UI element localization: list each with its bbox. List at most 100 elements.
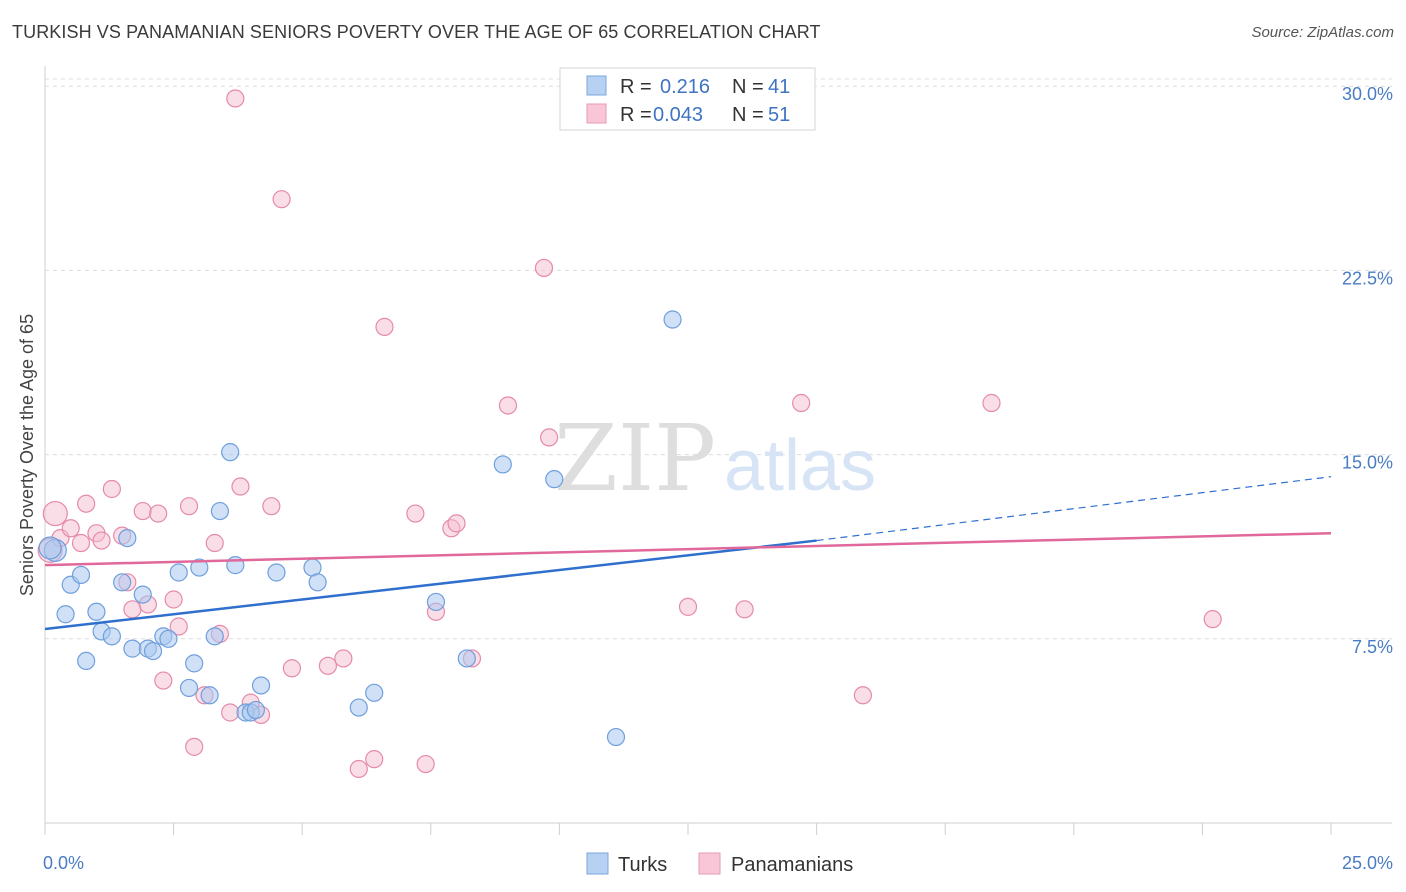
panamanians-point: [792, 393, 811, 413]
turks-point: [210, 501, 229, 521]
panamanians-point: [406, 504, 425, 523]
watermark-atlas: atlas: [724, 426, 876, 506]
panamanians-point: [334, 649, 353, 668]
panamanians-point: [982, 393, 1001, 413]
correlation-legend: R = 0.216 N = 41 R = 0.043 N = 51: [559, 67, 816, 131]
legend-r-value-pan: 0.043: [653, 104, 703, 126]
turks-point: [179, 678, 199, 698]
panamanians-point: [282, 659, 302, 678]
y-axis-label: Seniors Poverty Over the Age of 65: [17, 314, 37, 596]
turks-point: [457, 649, 476, 668]
legend-n-value-pan: 51: [768, 104, 790, 126]
panamanians-point: [349, 759, 368, 779]
panamanians-point: [221, 703, 240, 722]
panamanians-point: [416, 754, 435, 774]
grid-lines: [45, 78, 1392, 640]
panamanians-point: [169, 617, 188, 636]
turks-point: [221, 443, 240, 462]
panamanians-point: [262, 497, 281, 516]
turks-point: [365, 683, 384, 702]
turks-point: [185, 654, 204, 673]
panamanians-point: [61, 519, 80, 538]
y-tick-label: 22.5%: [1342, 268, 1393, 288]
turks-point: [663, 310, 682, 329]
panamanians-point: [149, 504, 168, 523]
bottom-legend-pan-label: Panamanians: [731, 854, 853, 876]
legend-r-label-turks: R =: [620, 76, 652, 98]
turks-point: [426, 592, 446, 612]
turks-point: [159, 629, 178, 648]
turks-point: [251, 676, 271, 695]
panamanians-point: [375, 317, 394, 336]
turks-point: [102, 627, 121, 646]
watermark: ZIP atlas: [554, 405, 876, 512]
source-label: Source: ZipAtlas.com: [1251, 24, 1394, 41]
legend-n-value-turks: 41: [768, 76, 790, 98]
turks-point: [246, 700, 266, 720]
turks-point: [123, 639, 142, 658]
panamanians-point: [154, 671, 173, 690]
legend-n-label-pan: N =: [732, 104, 764, 126]
legend-pan-swatch: [586, 103, 607, 124]
trend-lines: [44, 476, 1332, 631]
panamanians-point: [92, 531, 111, 550]
panamanians-point: [71, 533, 91, 553]
panamanians-point: [226, 89, 245, 108]
panamanians-point: [123, 600, 142, 619]
turks-point: [56, 605, 75, 624]
y-tick-label: 15.0%: [1342, 453, 1393, 473]
axes: [44, 66, 1392, 835]
panamanians-point: [205, 533, 224, 553]
bottom-legend-turks-label: Turks: [618, 854, 667, 876]
legend-r-label-pan: R =: [620, 104, 652, 126]
panamanians-point: [318, 656, 338, 675]
panamanians-point: [678, 597, 698, 616]
turks-point: [169, 563, 188, 582]
turks-point: [118, 529, 137, 548]
panamanians-point: [534, 258, 554, 278]
panamanians-point: [540, 428, 559, 447]
bottom-legend-turks-swatch: [586, 852, 609, 875]
x-tick-label-max: 25.0%: [1342, 853, 1393, 873]
turks-points: [38, 310, 682, 747]
panamanians-point: [853, 686, 872, 705]
chart-title: TURKISH VS PANAMANIAN SENIORS POVERTY OV…: [12, 22, 821, 42]
turks-point: [87, 602, 106, 621]
panamanians-point: [231, 477, 250, 496]
turks-point: [77, 651, 96, 671]
panamanians-point: [365, 750, 384, 769]
legend-n-label-turks: N =: [732, 76, 764, 98]
turks-point: [606, 727, 626, 747]
turks-point: [349, 698, 368, 717]
panamanians-trend-line: [44, 531, 1332, 567]
panamanians-point: [735, 600, 754, 619]
turks-point: [493, 455, 512, 474]
panamanians-point: [164, 590, 183, 609]
panamanians-point: [133, 501, 152, 521]
turks-point: [133, 585, 152, 604]
panamanians-point: [102, 479, 121, 499]
panamanians-point: [179, 497, 199, 516]
turks-point: [267, 563, 286, 582]
tick-labels: 7.5% 15.0% 22.5% 30.0% 0.0% 25.0%: [43, 84, 1393, 873]
legend-turks-swatch: [586, 75, 607, 96]
panamanians-point: [498, 396, 518, 415]
turks-trend-extension: [816, 476, 1332, 542]
y-tick-label: 7.5%: [1352, 637, 1393, 657]
turks-point: [113, 573, 132, 592]
turks-point: [545, 470, 564, 489]
series-legend: Turks Panamanians: [586, 852, 853, 876]
watermark-zip: ZIP: [554, 405, 716, 512]
panamanians-point: [77, 494, 96, 513]
turks-point: [38, 536, 62, 560]
panamanians-point: [1203, 610, 1222, 629]
turks-point: [190, 558, 209, 577]
panamanians-point: [42, 500, 68, 527]
turks-point: [143, 641, 163, 661]
turks-point: [308, 573, 327, 592]
y-tick-label: 30.0%: [1342, 84, 1393, 104]
x-tick-label-min: 0.0%: [43, 853, 84, 873]
bottom-legend-pan-swatch: [698, 852, 721, 875]
turks-trend-line: [44, 539, 817, 631]
